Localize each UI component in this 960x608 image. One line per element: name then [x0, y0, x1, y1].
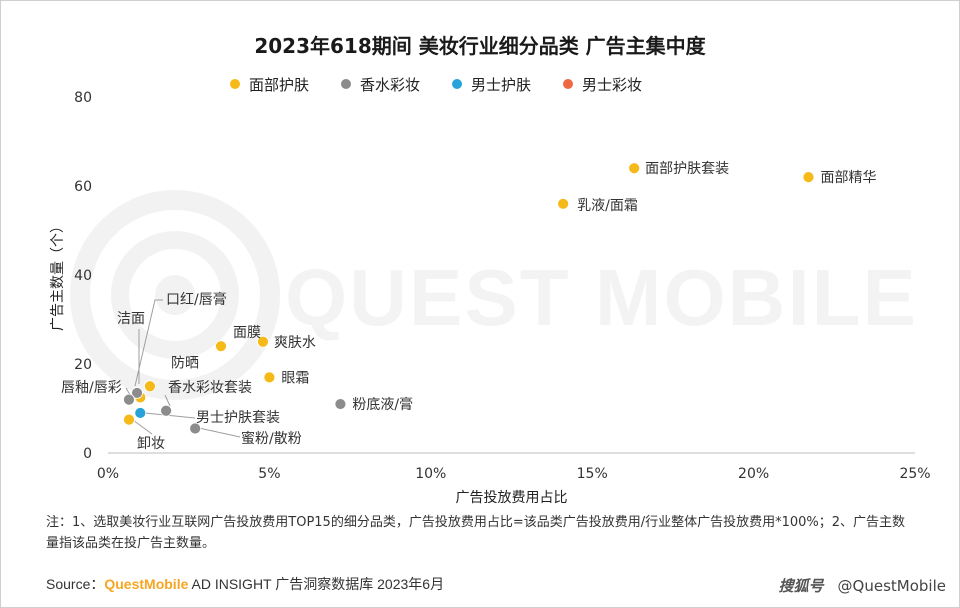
data-label: 卸妆	[137, 436, 165, 452]
y-tick-label: 20	[74, 357, 92, 373]
x-tick-label: 10%	[415, 466, 446, 482]
x-tick-label: 0%	[97, 466, 119, 482]
legend-item: 香水彩妆	[341, 74, 420, 95]
leader-line	[198, 427, 241, 438]
data-point	[123, 413, 135, 426]
data-point	[334, 398, 347, 410]
leader-line	[164, 394, 171, 407]
source-brand: QuestMobile	[104, 576, 189, 592]
x-tick-label: 5%	[258, 466, 280, 482]
credit-handle: @QuestMobile	[837, 576, 946, 595]
x-tick-label: 25%	[899, 466, 930, 482]
source-text: AD INSIGHT 广告洞察数据库 2023年6月	[188, 576, 445, 592]
data-point	[131, 387, 143, 399]
credit-site: 搜狐号	[778, 577, 824, 595]
legend-item: 男士彩妆	[563, 74, 642, 95]
legend-marker	[563, 79, 574, 89]
data-point	[263, 371, 276, 384]
data-label: 男士护肤套装	[196, 410, 280, 426]
legend-marker	[452, 79, 463, 89]
data-point	[160, 404, 173, 417]
legend: 面部护肤 香水彩妆 男士护肤 男士彩妆	[230, 72, 750, 96]
data-label: 洁面	[117, 311, 145, 327]
data-label: 口红/唇膏	[166, 291, 227, 308]
data-label: 乳液/面霜	[577, 198, 638, 214]
legend-marker	[230, 79, 240, 89]
credit: 搜狐号 @QuestMobile	[779, 575, 946, 596]
data-label: 蜜粉/散粉	[241, 431, 302, 447]
leader-line	[132, 419, 153, 435]
data-label: 爽肤水	[274, 335, 316, 351]
data-label: 眼霜	[281, 370, 309, 386]
legend-label: 香水彩妆	[360, 75, 421, 94]
data-label: 面部护肤套装	[645, 161, 729, 177]
data-label: 粉底液/膏	[352, 396, 413, 413]
data-point	[628, 162, 641, 175]
data-point	[557, 197, 570, 210]
source-line: Source：QuestMobile AD INSIGHT 广告洞察数据库 20…	[46, 574, 444, 594]
data-label: 唇釉/唇彩	[61, 380, 122, 396]
scatter-chart: 0% 5% 10% 15% 20% 25% 0 20 40 60 80 广告投放费用占比 广告主数量（个…	[50, 90, 931, 506]
data-label: 面部精华	[820, 170, 876, 186]
x-axis-title: 广告投放费用占比	[456, 490, 568, 506]
leader-line	[134, 299, 163, 387]
leader-line	[144, 412, 196, 419]
legend-marker	[341, 79, 352, 89]
data-point	[257, 335, 269, 348]
data-point	[802, 171, 815, 184]
footnote: 注：1、选取美妆行业互联网广告投放费用TOP15的细分品类，广告投放费用占比=该…	[46, 515, 906, 551]
data-point	[144, 380, 156, 393]
source-prefix: Source：	[46, 576, 105, 592]
x-tick-label: 15%	[577, 466, 608, 482]
legend-label: 面部护肤	[249, 75, 310, 94]
chart-title: 2023年618期间 美妆行业细分品类 广告主集中度	[254, 34, 706, 58]
y-tick-label: 40	[74, 268, 92, 284]
legend-label: 男士护肤	[471, 75, 532, 94]
data-label: 面膜	[233, 325, 261, 341]
data-point	[134, 407, 147, 419]
y-tick-label: 80	[74, 90, 92, 106]
legend-label: 男士彩妆	[582, 75, 643, 94]
x-tick-label: 20%	[738, 466, 769, 482]
y-axis-title: 广告主数量（个）	[50, 219, 66, 331]
data-point	[123, 393, 135, 406]
legend-item: 面部护肤	[230, 74, 309, 95]
data-point	[215, 340, 227, 353]
data-label: 香水彩妆套装	[168, 380, 252, 396]
y-tick-label: 0	[83, 446, 92, 462]
data-label: 防晒	[171, 355, 199, 371]
data-point	[189, 422, 202, 435]
legend-item: 男士护肤	[452, 74, 531, 95]
y-tick-label: 60	[74, 179, 92, 195]
